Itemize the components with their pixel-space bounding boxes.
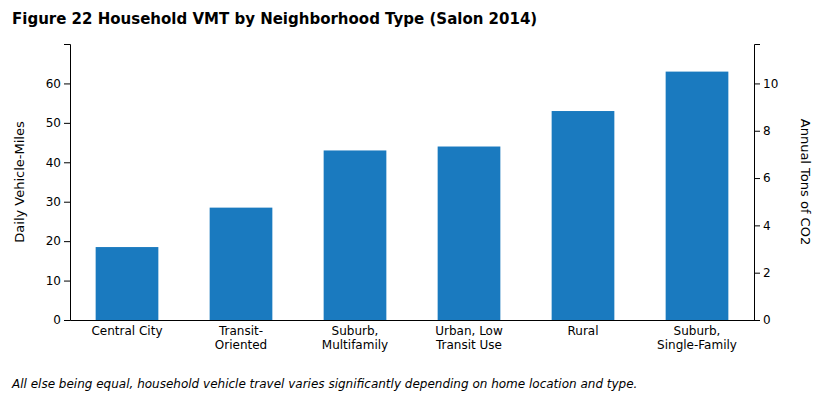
tick-label: 2 <box>763 266 771 280</box>
tick-label: 20 <box>46 234 61 248</box>
tick-mark <box>754 131 760 132</box>
tick-label: Rural <box>567 324 598 338</box>
tick-mark <box>64 320 70 321</box>
bar <box>438 147 501 320</box>
tick-label: 60 <box>46 77 61 91</box>
tick-label: 0 <box>53 313 61 327</box>
tick: Central City <box>91 320 162 338</box>
tick-mark <box>64 281 70 282</box>
tick-label-line: Central City <box>91 324 162 338</box>
tick: 10 <box>46 274 70 288</box>
tick-mark <box>754 320 760 321</box>
bar <box>666 72 729 320</box>
chart: 0 10 20 30 40 50 60 0 2 4 6 8 10 Central City Transit-… <box>0 0 824 398</box>
y-axis: 0 10 20 30 40 50 60 <box>46 45 71 328</box>
tick-label: 30 <box>46 195 61 209</box>
caption: All else being equal, household vehicle … <box>11 377 637 391</box>
tick: Suburb,Multifamily <box>322 320 388 352</box>
y2-axis-title: Annual Tons of CO2 <box>798 119 813 245</box>
bar <box>552 111 615 320</box>
tick-label: 10 <box>763 77 778 91</box>
tick: Urban, LowTransit Use <box>435 320 503 352</box>
tick-label: Central City <box>91 324 162 338</box>
axis-line <box>64 45 71 321</box>
tick: 2 <box>754 266 771 280</box>
tick-label-line: Rural <box>567 324 598 338</box>
tick-label: 8 <box>763 124 771 138</box>
tick: Suburb,Single-Family <box>657 320 737 352</box>
tick-label-line: Suburb, <box>332 324 379 338</box>
tick-label: 4 <box>763 219 771 233</box>
tick-mark <box>64 162 70 163</box>
tick: 0 <box>754 313 771 327</box>
axis-line <box>71 320 755 321</box>
tick: 30 <box>46 195 70 209</box>
tick: 50 <box>46 116 70 130</box>
bar <box>96 247 159 320</box>
bar <box>210 208 273 320</box>
tick-mark <box>64 123 70 124</box>
tick-label: Transit-Oriented <box>215 324 267 352</box>
tick-label-line: Urban, Low <box>435 324 503 338</box>
tick-label-line: Suburb, <box>674 324 721 338</box>
tick: 20 <box>46 234 70 248</box>
tick: 6 <box>754 171 771 185</box>
tick-mark <box>64 202 70 203</box>
tick-mark <box>754 225 760 226</box>
title: Figure 22 Household VMT by Neighborhood … <box>12 10 537 28</box>
tick-label-line: Single-Family <box>657 338 737 352</box>
tick-label-line: Multifamily <box>322 338 388 352</box>
tick: 10 <box>754 77 778 91</box>
tick-label: Suburb,Single-Family <box>657 324 737 352</box>
axis-line <box>755 45 761 321</box>
x-axis: Central CityTransit-OrientedSuburb,Multi… <box>71 320 755 352</box>
tick-label: 6 <box>763 171 771 185</box>
tick-mark <box>754 178 760 179</box>
tick: 60 <box>46 77 70 91</box>
tick-label: Urban, LowTransit Use <box>435 324 503 352</box>
tick: 0 <box>53 313 70 327</box>
tick: Transit-Oriented <box>215 320 267 352</box>
tick-mark <box>754 273 760 274</box>
tick-label: Suburb,Multifamily <box>322 324 388 352</box>
bars <box>96 72 729 320</box>
tick: 8 <box>754 124 771 138</box>
tick-label-line: Oriented <box>215 338 267 352</box>
tick-label-line: Transit Use <box>435 338 502 352</box>
tick-label-line: Transit- <box>218 324 263 338</box>
tick-label: 10 <box>46 274 61 288</box>
y2-axis: 0 2 4 6 8 10 <box>754 45 778 328</box>
tick-mark <box>754 83 760 84</box>
tick: 40 <box>46 156 70 170</box>
bar <box>324 150 387 320</box>
tick: 4 <box>754 219 771 233</box>
tick: Rural <box>567 320 598 338</box>
tick-mark <box>64 241 70 242</box>
tick-mark <box>64 83 70 84</box>
tick-label: 50 <box>46 116 61 130</box>
y-axis-title: Daily Vehicle-Miles <box>12 121 27 243</box>
tick-label: 40 <box>46 156 61 170</box>
tick-label: 0 <box>763 313 771 327</box>
